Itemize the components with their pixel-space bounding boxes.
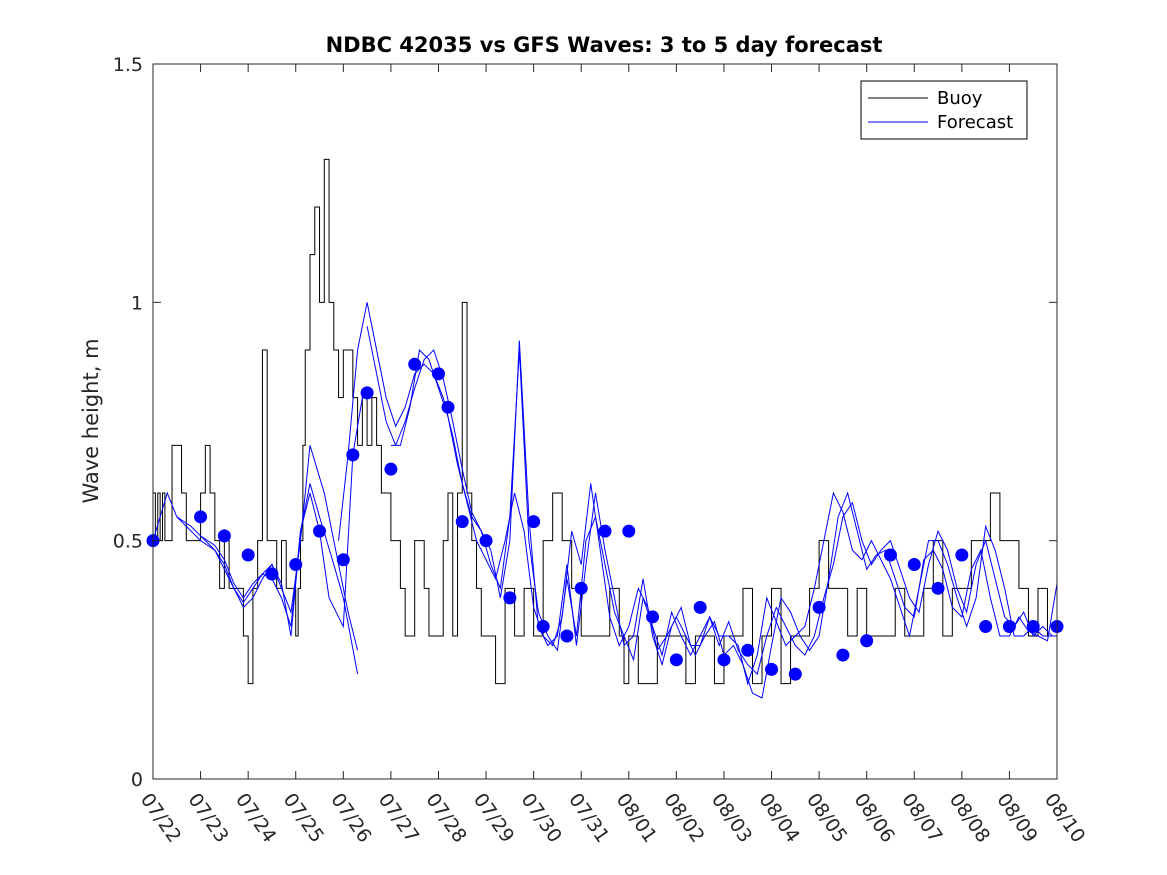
forecast-marker	[503, 591, 517, 605]
forecast-marker	[455, 515, 469, 529]
plot-area	[146, 158, 1064, 699]
forecast-marker	[669, 653, 683, 667]
chart-title: NDBC 42035 vs GFS Waves: 3 to 5 day fore…	[326, 33, 883, 57]
legend-label-buoy: Buoy	[937, 88, 983, 109]
forecast-marker	[408, 357, 422, 371]
forecast-marker	[979, 619, 993, 633]
forecast-marker	[574, 581, 588, 595]
forecast-marker	[479, 534, 493, 548]
y-tick-label: 1.5	[113, 54, 143, 76]
y-tick-label: 0	[131, 769, 143, 791]
series-forecast-run-3	[200, 397, 363, 637]
forecast-marker	[289, 558, 303, 571]
axes-box	[152, 63, 1058, 780]
forecast-marker	[1026, 619, 1040, 633]
series-forecast-run-4	[338, 302, 1057, 676]
forecast-marker	[527, 515, 541, 529]
y-axis-title: Wave height, m	[79, 338, 103, 503]
forecast-marker	[955, 548, 969, 562]
forecast-marker	[836, 648, 850, 662]
forecast-marker	[217, 529, 231, 543]
forecast-marker	[1002, 619, 1016, 633]
forecast-marker	[622, 524, 636, 538]
forecast-marker	[560, 629, 574, 643]
forecast-marker	[336, 553, 350, 567]
forecast-marker	[788, 667, 802, 681]
forecast-marker	[194, 510, 208, 524]
series-buoy-line	[153, 158, 1057, 685]
forecast-marker	[536, 619, 550, 633]
y-tick-label: 0.5	[113, 531, 143, 553]
series-forecast-run-5	[366, 326, 1057, 686]
forecast-marker	[883, 548, 897, 562]
forecast-marker	[360, 386, 374, 400]
forecast-marker	[741, 643, 755, 657]
forecast-marker	[346, 448, 360, 462]
legend-box	[860, 80, 1028, 140]
forecast-marker	[241, 548, 255, 562]
forecast-marker	[384, 462, 398, 476]
forecast-marker	[441, 400, 455, 414]
forecast-marker	[693, 600, 707, 614]
forecast-marker	[812, 600, 826, 614]
forecast-marker	[907, 558, 921, 571]
forecast-marker	[313, 524, 327, 538]
forecast-marker	[431, 367, 445, 381]
forecast-marker	[265, 567, 279, 581]
y-tick-label: 1	[131, 292, 143, 314]
forecast-marker	[860, 634, 874, 648]
legend-label-forecast: Forecast	[937, 112, 1013, 133]
series-forecast-run-1	[152, 445, 359, 651]
forecast-marker	[598, 524, 612, 538]
forecast-marker	[717, 653, 731, 667]
legend: Buoy Forecast	[860, 80, 1028, 140]
forecast-marker	[931, 581, 945, 595]
forecast-marker	[646, 610, 660, 624]
forecast-marker	[765, 662, 779, 676]
